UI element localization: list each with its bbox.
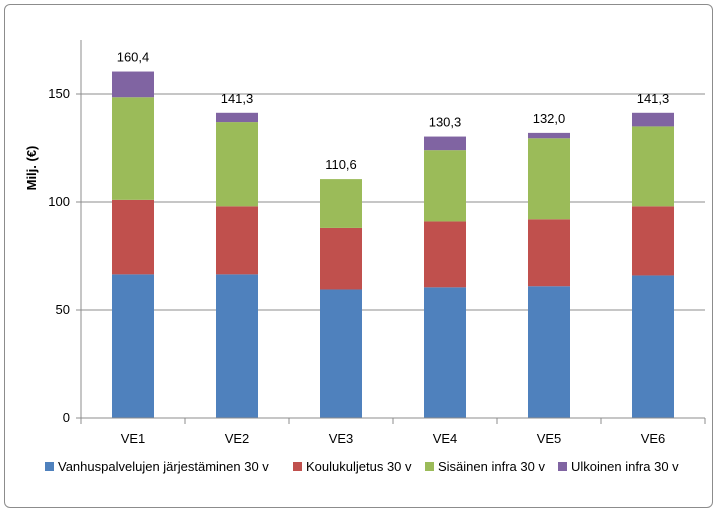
bar-total-label: 160,4 [117,50,150,65]
labels: 0 50 100 150 160,4 VE1 141,3 VE2 110,6 VE3 130,3 VE… [48,50,669,446]
x-tick-label: VE6 [641,431,666,446]
bar-segment [216,122,258,207]
bar-segment [112,274,154,418]
bars [112,71,674,418]
bar-segment [528,219,570,287]
bar-segment [216,112,258,123]
legend-swatch [293,462,302,471]
bar-segment [632,126,674,207]
grid-lines [81,93,705,311]
legend-swatch [425,462,434,471]
bar-segment [112,97,154,200]
legend: Vanhuspalvelujen järjestäminen 30 v Koulu… [45,459,679,474]
bar-segment [216,274,258,418]
bar-segment [632,206,674,276]
bar-segment [632,112,674,127]
bar-total-label: 132,0 [533,111,566,126]
legend-label: Koulukuljetus 30 v [306,459,412,474]
legend-swatch [558,462,567,471]
bar-segment [320,227,362,290]
y-tick-label: 100 [48,194,70,209]
x-tick-label: VE4 [433,431,458,446]
bar-segment [320,179,362,228]
x-tick-label: VE5 [537,431,562,446]
axes [76,40,706,424]
bar-segment [528,132,570,139]
bar-segment [112,199,154,275]
bar-segment [632,275,674,418]
y-tick-label: 0 [63,410,70,425]
legend-swatch [45,462,54,471]
bar-segment [528,286,570,418]
bar-total-label: 141,3 [637,91,670,106]
bar-segment [424,136,466,151]
bar-segment [424,287,466,418]
y-tick-label: 150 [48,86,70,101]
y-tick-label: 50 [56,302,70,317]
legend-label: Ulkoinen infra 30 v [571,459,679,474]
y-axis-label: Milj. (€) [24,146,39,191]
bar-segment [320,289,362,418]
x-tick-label: VE1 [121,431,146,446]
bar-segment [112,71,154,98]
bar-segment [216,206,258,275]
x-tick-label: VE3 [329,431,354,446]
bar-segment [528,138,570,220]
legend-label: Vanhuspalvelujen järjestäminen 30 v [58,459,269,474]
legend-label: Sisäinen infra 30 v [438,459,545,474]
x-tick-label: VE2 [225,431,250,446]
bar-segment [424,221,466,288]
bar-total-label: 141,3 [221,91,254,106]
bar-segment [424,150,466,222]
bar-total-label: 130,3 [429,115,462,130]
bar-total-label: 110,6 [325,157,357,172]
